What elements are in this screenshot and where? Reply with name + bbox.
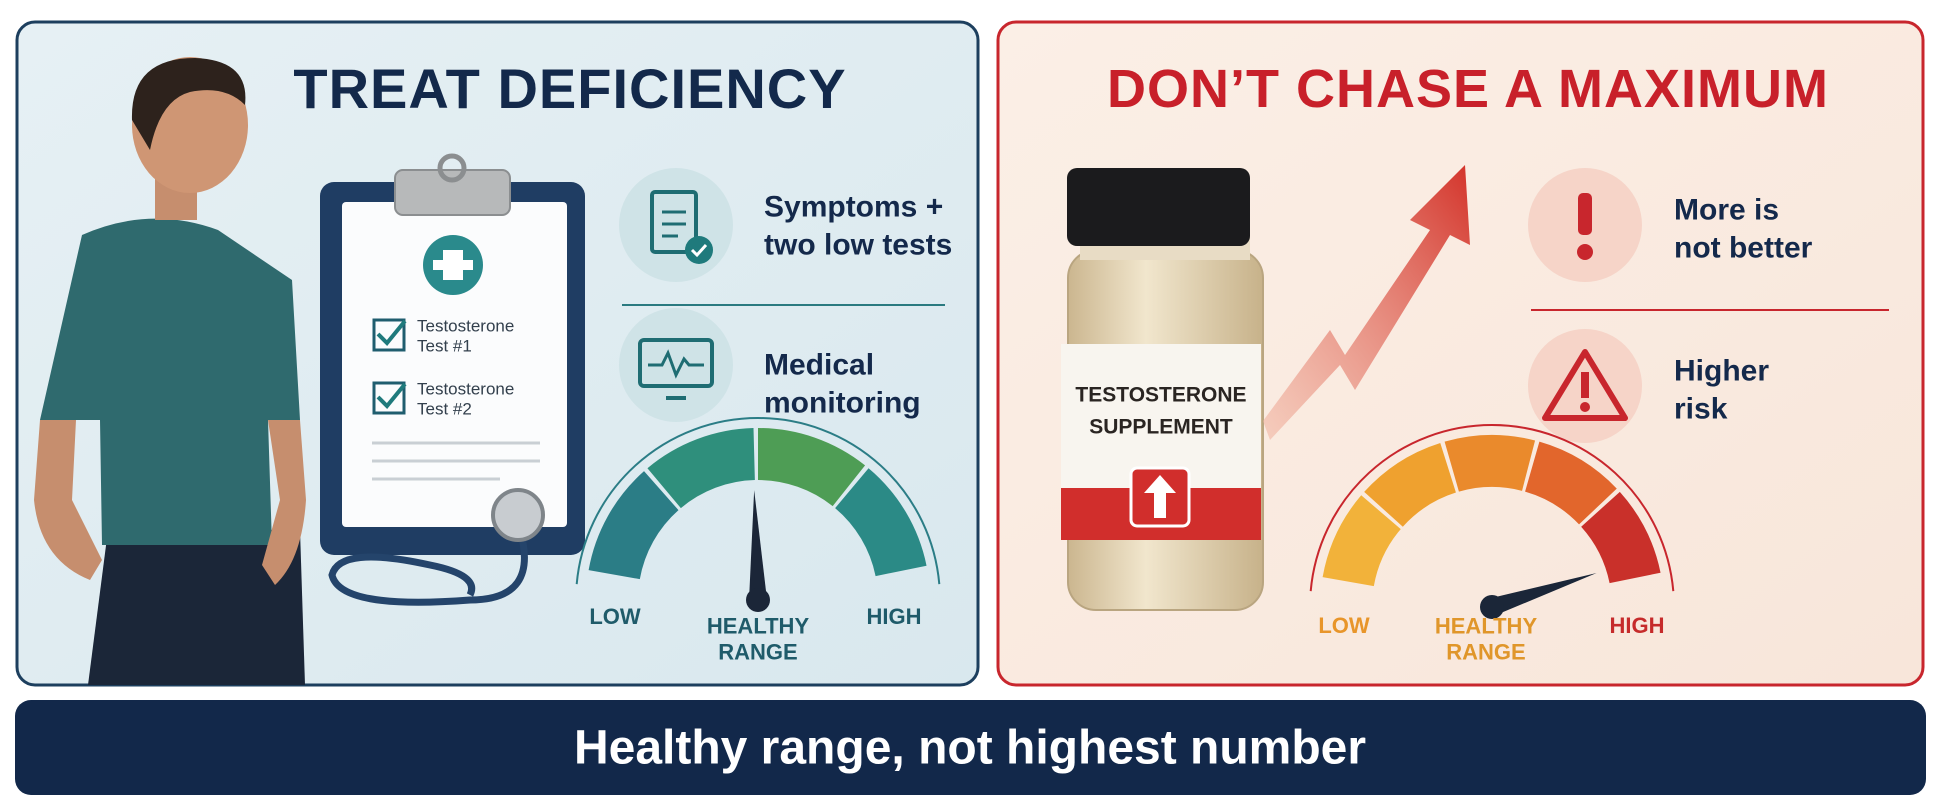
- clipboard-item: Testosterone Test #2: [417, 379, 515, 419]
- gauge-left: [575, 417, 941, 612]
- gauge-part: [1525, 441, 1617, 525]
- bottle-label: TESTOSTERONE SUPPLEMENT: [1075, 383, 1247, 439]
- point-text: Symptoms + two low tests: [764, 190, 953, 262]
- gauge-part: [835, 468, 927, 577]
- gauge-part: [1480, 595, 1504, 619]
- point-text: Higher risk: [1674, 354, 1770, 426]
- right-title: DON’T CHASE A MAXIMUM: [1107, 58, 1829, 119]
- point-text: Medical monitoring: [764, 348, 921, 420]
- gauge-label: HIGH: [1609, 612, 1665, 638]
- gauge-part: [1489, 573, 1597, 616]
- gauge-part: [647, 428, 755, 509]
- footer-text: Healthy range, not highest number: [573, 721, 1367, 775]
- gauge-part: [1581, 491, 1661, 584]
- gauge-label: HEALTHY RANGE: [706, 613, 810, 665]
- left-title: TREAT DEFICIENCY: [293, 56, 847, 120]
- person: [34, 57, 306, 685]
- gauge-part: [746, 588, 770, 612]
- footer-bar: [15, 700, 1926, 795]
- icons-left: [619, 168, 945, 422]
- gauge-part: [1364, 442, 1456, 527]
- gauge-part: [1322, 495, 1401, 587]
- gauge-part: [1444, 435, 1536, 492]
- gauge-part: [588, 471, 679, 580]
- gauge-part: [1309, 424, 1675, 592]
- gauge-part: [749, 490, 767, 601]
- bottle: [1061, 165, 1470, 611]
- point-text: More is not better: [1674, 193, 1813, 265]
- gauge-label: LOW: [1318, 612, 1370, 638]
- gauge-label: HEALTHY RANGE: [1434, 613, 1538, 665]
- clipboard-item: Testosterone Test #1: [417, 316, 515, 356]
- gauge-part: [758, 428, 866, 507]
- gauge-part: [575, 417, 941, 585]
- gauge-label: LOW: [589, 603, 641, 629]
- gauge-label: HIGH: [866, 603, 922, 629]
- icons-right: [1528, 168, 1889, 443]
- gauge-right: [1309, 424, 1675, 619]
- clipboard: [320, 153, 585, 606]
